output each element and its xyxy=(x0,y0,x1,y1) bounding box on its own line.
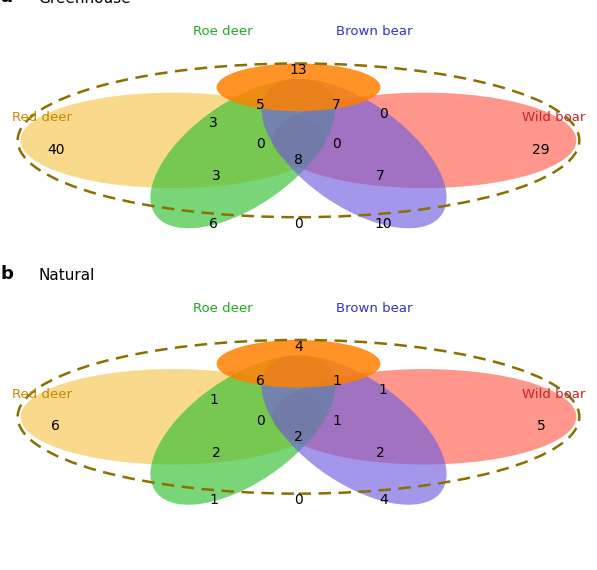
Ellipse shape xyxy=(217,63,380,111)
Text: b: b xyxy=(0,265,13,283)
Text: 1: 1 xyxy=(209,493,218,507)
Text: 0: 0 xyxy=(256,137,265,151)
Text: Natural: Natural xyxy=(38,268,94,283)
Ellipse shape xyxy=(150,355,336,504)
Text: 0: 0 xyxy=(332,137,341,151)
Text: 1: 1 xyxy=(332,414,341,428)
Ellipse shape xyxy=(261,355,447,504)
Ellipse shape xyxy=(272,369,577,465)
Text: Roe deer: Roe deer xyxy=(193,25,253,38)
Text: 7: 7 xyxy=(332,97,341,112)
Text: 2: 2 xyxy=(212,446,221,459)
Text: 7: 7 xyxy=(376,169,385,183)
Text: Brown bear: Brown bear xyxy=(336,302,413,315)
Text: 3: 3 xyxy=(212,169,221,183)
Text: 5: 5 xyxy=(256,97,265,112)
Text: Roe deer: Roe deer xyxy=(193,302,253,315)
Text: 13: 13 xyxy=(290,63,307,77)
Text: 40: 40 xyxy=(47,142,64,157)
Text: a: a xyxy=(0,0,12,6)
Text: 6: 6 xyxy=(256,374,265,388)
Ellipse shape xyxy=(150,79,336,228)
Text: 4: 4 xyxy=(379,493,387,507)
Text: 6: 6 xyxy=(209,217,218,231)
Ellipse shape xyxy=(272,93,577,188)
Text: 1: 1 xyxy=(209,393,218,406)
Text: 1: 1 xyxy=(379,383,388,397)
Ellipse shape xyxy=(261,79,447,228)
Text: 2: 2 xyxy=(294,430,303,443)
Text: 6: 6 xyxy=(51,419,60,433)
Text: 10: 10 xyxy=(374,217,392,231)
Text: 5: 5 xyxy=(537,419,546,433)
Text: Greenhouse: Greenhouse xyxy=(38,0,131,6)
Text: 2: 2 xyxy=(376,446,385,459)
Text: 29: 29 xyxy=(533,142,550,157)
Text: 4: 4 xyxy=(294,340,303,353)
Text: Red deer: Red deer xyxy=(12,388,72,401)
Text: 0: 0 xyxy=(294,493,303,507)
Text: 0: 0 xyxy=(294,217,303,231)
Text: Red deer: Red deer xyxy=(12,111,72,124)
Ellipse shape xyxy=(20,93,325,188)
Text: Brown bear: Brown bear xyxy=(336,25,413,38)
Text: 0: 0 xyxy=(379,107,387,121)
Text: 0: 0 xyxy=(256,414,265,428)
Ellipse shape xyxy=(217,340,380,388)
Text: 8: 8 xyxy=(294,153,303,167)
Text: Wild boar: Wild boar xyxy=(522,111,585,124)
Text: Wild boar: Wild boar xyxy=(522,388,585,401)
Text: 3: 3 xyxy=(210,116,218,130)
Text: 1: 1 xyxy=(332,374,341,388)
Ellipse shape xyxy=(20,369,325,465)
